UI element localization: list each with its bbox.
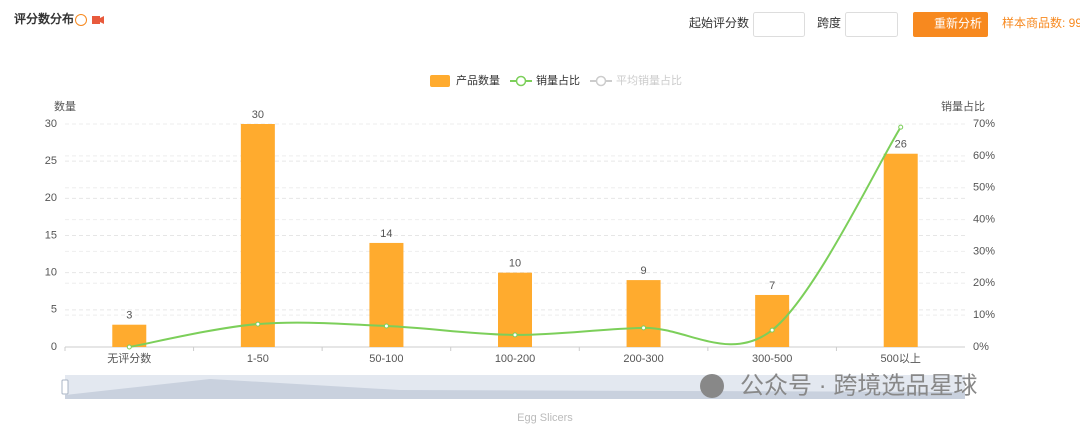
bar-label: 10 — [509, 258, 521, 270]
bar — [883, 153, 918, 347]
legend-swatch — [430, 75, 450, 87]
x-tick-label: 50-100 — [369, 353, 403, 365]
legend-label: 平均销量占比 — [616, 73, 682, 87]
bar-label: 3 — [126, 310, 132, 322]
line-point — [769, 327, 775, 333]
legend-swatch-dot — [595, 75, 607, 87]
watermark-icon — [700, 374, 724, 398]
bar-label: 9 — [641, 265, 647, 277]
y-tick-label: 10 — [45, 267, 57, 279]
bar — [240, 124, 275, 347]
bar — [755, 294, 790, 347]
line-point — [383, 323, 389, 329]
span-input[interactable] — [845, 12, 898, 37]
zoom-label: Egg Slicers — [517, 412, 573, 424]
x-tick-label: 1-50 — [247, 353, 269, 365]
x-tick-label: 200-300 — [623, 353, 663, 365]
line-point — [255, 321, 261, 327]
x-tick-label: 无评分数 — [107, 352, 151, 365]
bar-label: 7 — [769, 280, 775, 292]
x-tick-label: 300-500 — [752, 353, 792, 365]
x-tick-label: 100-200 — [495, 353, 535, 365]
zoom-preview — [65, 379, 965, 399]
help-icon[interactable] — [75, 14, 87, 26]
y2-tick-label: 50% — [973, 182, 995, 194]
y2-tick-label: 0% — [973, 341, 989, 353]
bar — [112, 324, 147, 347]
line-point — [512, 332, 518, 338]
span-label: 跨度 — [817, 15, 841, 30]
line-point — [641, 325, 647, 331]
button-text: 重新分析 — [934, 16, 982, 31]
bar — [626, 280, 661, 347]
video-icon[interactable] — [92, 16, 100, 24]
y-tick-label: 0 — [51, 341, 57, 353]
video-icon-lens — [100, 16, 104, 24]
legend-label: 产品数量 — [456, 73, 500, 87]
x-tick-label: 500以上 — [881, 352, 921, 365]
bar-label: 30 — [252, 109, 264, 121]
reanalyze-button[interactable] — [913, 12, 988, 37]
line-point — [898, 124, 904, 130]
legend-swatch-dot — [515, 75, 527, 87]
y2-tick-label: 20% — [973, 277, 995, 289]
bar — [369, 242, 404, 347]
watermark: 公众号 · 跨境选品星球 — [740, 372, 977, 399]
y-tick-label: 25 — [45, 155, 57, 167]
line-point — [126, 344, 132, 350]
start-label: 起始评分数 — [689, 15, 749, 30]
legend-label: 销量占比 — [536, 73, 580, 87]
y-tick-label: 30 — [45, 118, 57, 130]
y2-tick-label: 60% — [973, 150, 995, 162]
panel-title: 评分数分布 — [14, 11, 74, 26]
y-tick-label: 20 — [45, 192, 57, 204]
sample-count: 样本商品数: 99 — [1002, 15, 1080, 30]
y2-tick-label: 40% — [973, 213, 995, 225]
y2-axis-title: 销量占比 — [941, 99, 985, 113]
bar-label: 14 — [380, 228, 392, 240]
start-input[interactable] — [753, 12, 805, 37]
bar-label: 26 — [895, 139, 907, 151]
y-tick-label: 5 — [51, 304, 57, 316]
y-axis-title: 数量 — [54, 100, 76, 113]
y-tick-label: 15 — [45, 229, 57, 241]
y2-tick-label: 70% — [973, 118, 995, 130]
y2-tick-label: 30% — [973, 245, 995, 257]
zoom-handle[interactable] — [61, 379, 69, 395]
y2-tick-label: 10% — [973, 309, 995, 321]
